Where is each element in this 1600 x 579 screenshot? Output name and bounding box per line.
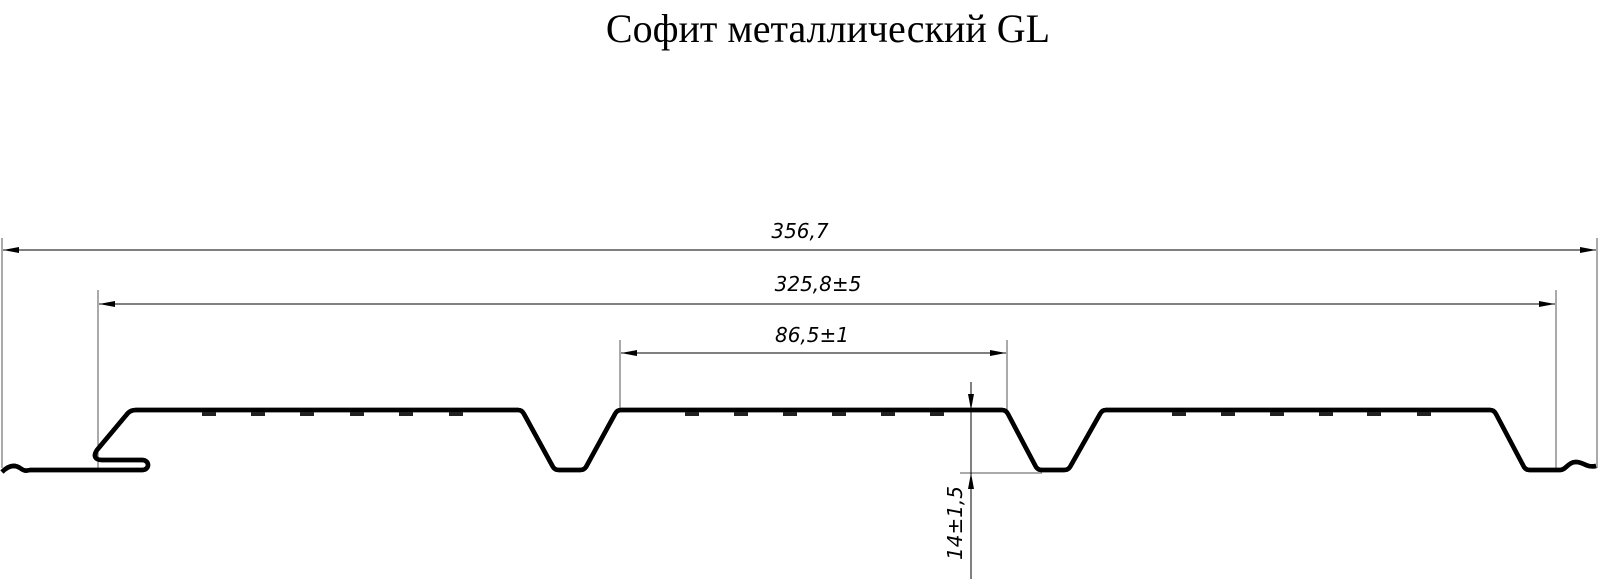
working-width-label: 325,8±5 xyxy=(775,272,862,296)
overall-width-label: 356,7 xyxy=(771,219,829,243)
dimension-working-width: 325,8±5 xyxy=(99,272,1555,307)
dimension-overall-width: 356,7 xyxy=(3,219,1596,253)
drawing-title: Софит металлический GL xyxy=(606,6,1050,51)
profile-height-label: 14±1,5 xyxy=(943,486,967,560)
soffit-profile xyxy=(2,407,1596,472)
dimension-ridge-width: 86,5±1 xyxy=(621,323,1006,356)
profile-studs xyxy=(202,412,1431,416)
extension-lines xyxy=(1,238,1598,474)
dimension-profile-height: 14±1,5 xyxy=(943,382,974,579)
ridge-width-label: 86,5±1 xyxy=(775,323,849,347)
